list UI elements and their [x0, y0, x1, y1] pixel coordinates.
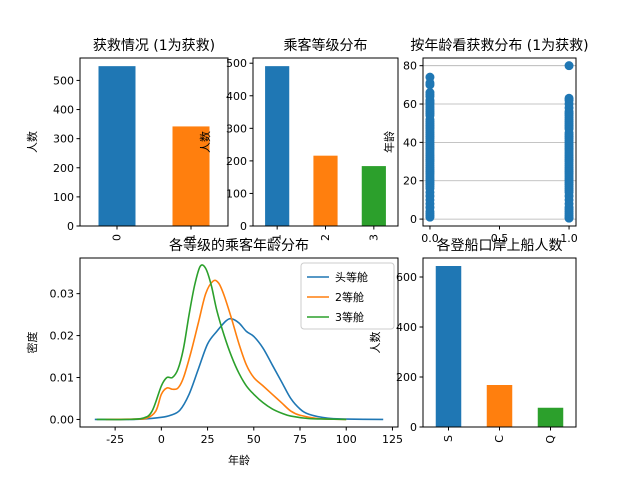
age_survived-point: [425, 72, 435, 82]
age_survived-xtick-label: 0.0: [421, 232, 439, 245]
age_survived-title: 按年龄看获救分布 (1为获救): [410, 38, 588, 54]
survived-ytick-label: 400: [53, 104, 74, 117]
pclass-ytick-label: 500: [226, 57, 247, 70]
pclass-title: 乘客等级分布: [284, 37, 368, 54]
pclass-ytick-label: 100: [226, 187, 247, 200]
survived-xtick-label: 0: [111, 234, 124, 241]
age_survived-point: [425, 88, 435, 98]
age_survived-ytick-label: 80: [403, 60, 417, 73]
age_kde-ytick-label: 0.01: [50, 372, 75, 385]
pclass-chart: 0 100 200 300 400 500 1 2 3 人数 乘客等级分布: [199, 37, 399, 241]
survived-frame: [79, 57, 229, 227]
pclass-ytick-label: 0: [240, 220, 247, 233]
age_kde-series-line-1: [94, 317, 384, 421]
age_survived-xtick-label: 1.0: [560, 232, 578, 245]
embarked-bar-S: [435, 266, 462, 427]
age_kde-ytick-label: 0.03: [50, 288, 75, 301]
survived-ytick-label: 300: [53, 133, 74, 146]
embarked-xtick-label: S: [442, 435, 455, 442]
pclass-xtick-label: 2: [319, 234, 332, 241]
age_kde-legend-label: 3等舱: [335, 310, 364, 324]
age_kde-xtick-label: 25: [201, 433, 215, 446]
age_survived-point: [564, 61, 574, 71]
age_kde-xlabel: 年龄: [228, 453, 250, 467]
age_kde-series-line-3: [96, 264, 347, 421]
embarked-xtick-label: Q: [544, 435, 557, 444]
age_kde-xtick-label: 125: [382, 433, 403, 446]
age_kde-ytick-label: 0.02: [50, 330, 75, 343]
pclass-bar-1: [265, 66, 290, 227]
survived-ytick-label: 100: [53, 191, 74, 204]
embarked-xtick-label: C: [493, 435, 506, 443]
pclass-ytick-label: 300: [226, 122, 247, 135]
survived-ylabel: 人数: [26, 131, 39, 153]
embarked-bar-Q: [537, 407, 564, 427]
age_kde-chart: 0.00 0.01 0.02 0.03 -25 0 25 50 75 100 125 年龄 密度 各等级的…: [25, 237, 403, 467]
age_kde-xtick-label: 100: [336, 433, 357, 446]
age_kde-series-line-2: [105, 279, 347, 421]
age_kde-xtick-label: 50: [247, 433, 261, 446]
pclass-bar-3: [361, 166, 386, 226]
survived-ytick-label: 200: [53, 162, 74, 175]
age_survived-ytick-label: 40: [403, 136, 417, 149]
age_survived-ytick-label: 0: [410, 213, 417, 226]
survived-ytick-label: 500: [53, 74, 74, 87]
survived-bar-0: [98, 66, 136, 226]
pclass-xtick-label: 3: [367, 234, 380, 241]
pclass-bar-2: [313, 155, 338, 226]
survived-xtick-label: 1: [185, 234, 198, 241]
age_kde-legend-label: 2等舱: [335, 290, 364, 304]
survived-ytick-label: 0: [67, 220, 74, 233]
age_kde-xtick-label: 75: [293, 433, 307, 446]
embarked-ytick-label: 200: [396, 371, 417, 384]
embarked-chart: 0 200 400 600 S C Q 人数 各登船口岸上船人数: [369, 238, 577, 444]
embarked-ytick-label: 0: [410, 421, 417, 434]
survived-chart: 0 100 200 300 400 500 0 1 人数 获救情况 (1为获救): [26, 38, 229, 241]
embarked-title: 各登船口岸上船人数: [437, 238, 563, 254]
age_kde-frame: [79, 257, 399, 428]
embarked-ytick-label: 600: [396, 271, 417, 284]
age_kde-legend-label: 头等舱: [335, 270, 368, 284]
age_survived-ytick-label: 20: [403, 175, 417, 188]
age_survived-ylabel: 年龄: [382, 131, 396, 153]
age_kde-xtick-label: -25: [106, 433, 124, 446]
embarked-bar-C: [486, 385, 513, 427]
survived-title: 获救情况 (1为获救): [93, 38, 215, 54]
pclass-ylabel: 人数: [199, 131, 212, 153]
pclass-ytick-label: 400: [226, 90, 247, 103]
age_kde-legend-box: [300, 262, 395, 330]
age_survived-point: [564, 93, 574, 103]
pclass-ytick-label: 200: [226, 155, 247, 168]
age_survived-chart: 0 20 40 60 80 0.0 0.5 1.0 年龄 按年龄看获救分布 (1为获救): [382, 38, 589, 245]
age_kde-xtick-label: 0: [158, 433, 165, 446]
age_kde-legend: 头等舱 2等舱 3等舱: [300, 262, 395, 330]
survived-bar-1: [172, 126, 210, 226]
embarked-ylabel: 人数: [369, 332, 382, 354]
age_survived-xtick-label: 0.5: [491, 232, 509, 245]
age_kde-ylabel: 密度: [25, 332, 39, 354]
embarked-ytick-label: 400: [396, 321, 417, 334]
age_kde-title: 各等级的乘客年龄分布: [169, 237, 309, 254]
age_survived-ytick-label: 60: [403, 98, 417, 111]
age_kde-ytick-label: 0.00: [50, 413, 75, 426]
pclass-xtick-label: 1: [271, 234, 284, 241]
